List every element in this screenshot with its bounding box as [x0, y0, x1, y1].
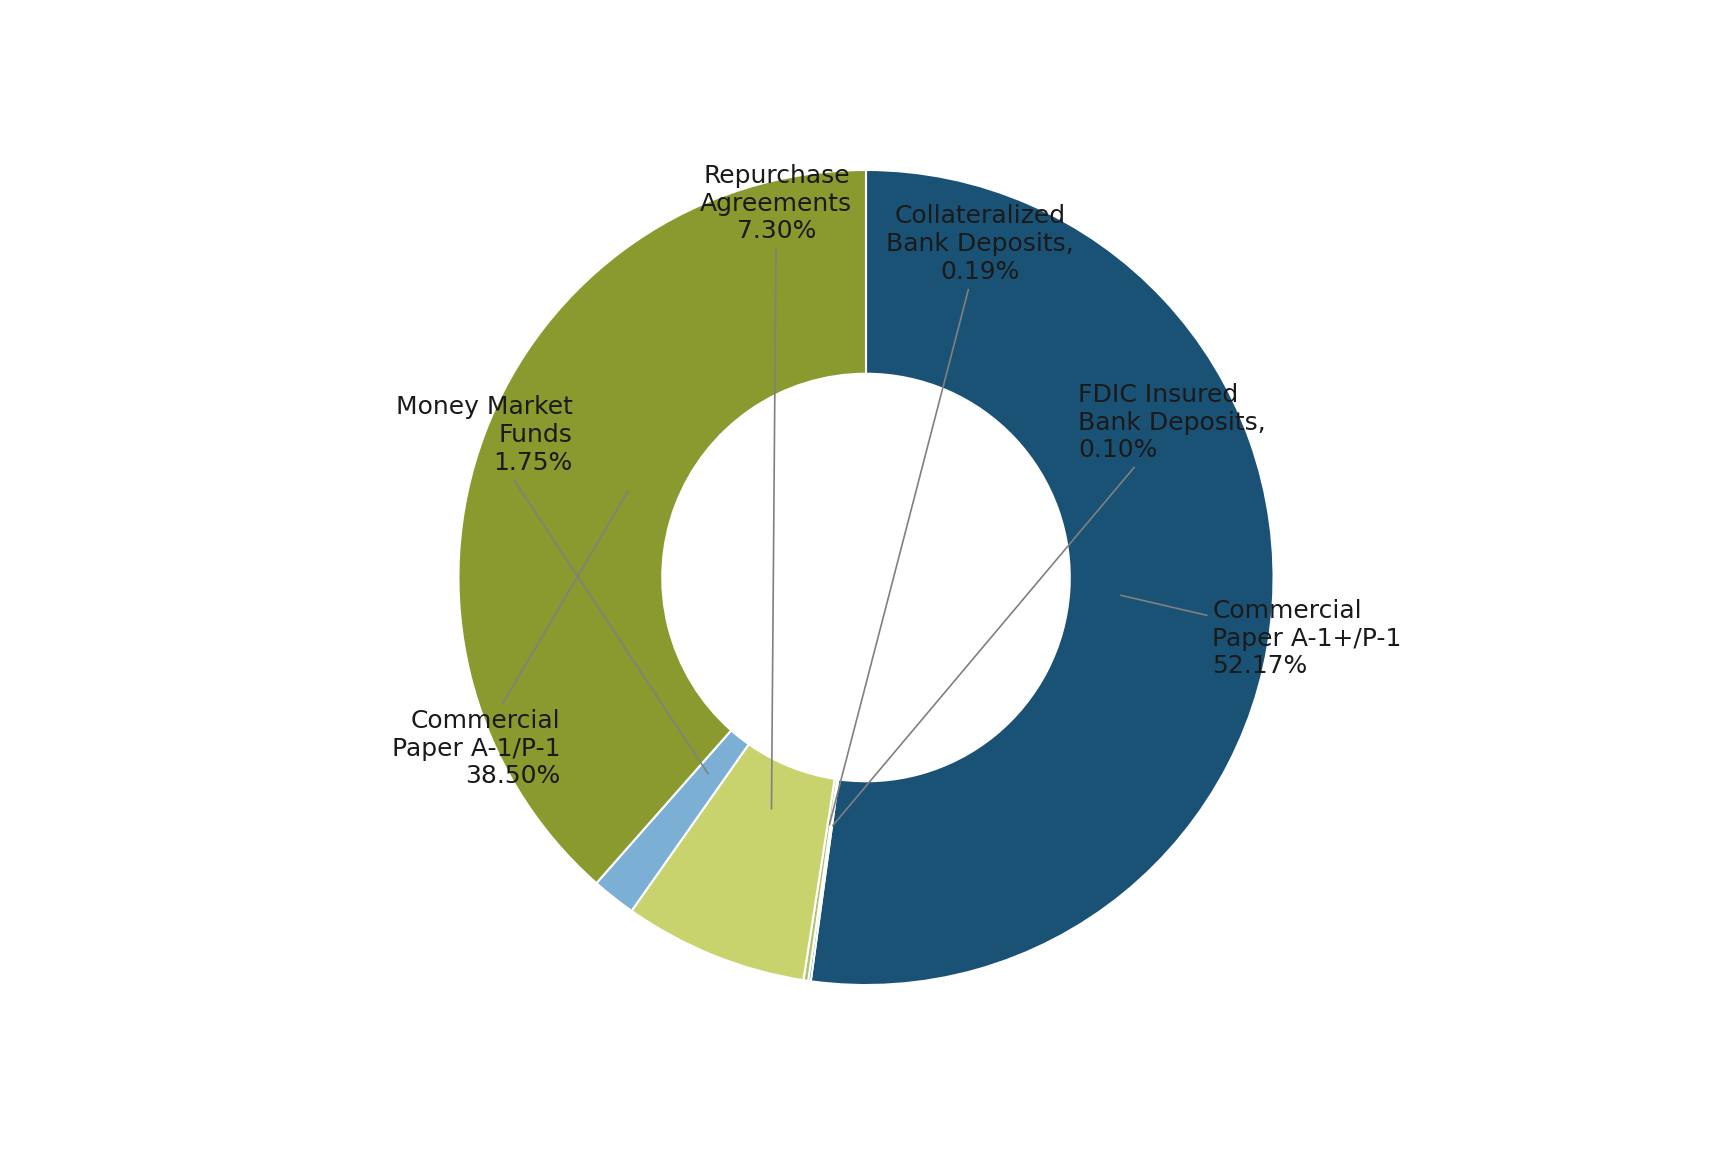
Wedge shape — [596, 730, 748, 911]
Wedge shape — [811, 170, 1273, 985]
Text: Money Market
Funds
1.75%: Money Market Funds 1.75% — [395, 395, 708, 774]
Text: Commercial
Paper A-1+/P-1
52.17%: Commercial Paper A-1+/P-1 52.17% — [1121, 595, 1401, 678]
Wedge shape — [632, 744, 835, 981]
Text: Commercial
Paper A-1/P-1
38.50%: Commercial Paper A-1/P-1 38.50% — [391, 491, 629, 789]
Wedge shape — [809, 780, 838, 982]
Text: Repurchase
Agreements
7.30%: Repurchase Agreements 7.30% — [700, 164, 852, 808]
Wedge shape — [804, 778, 837, 981]
Text: Collateralized
Bank Deposits,
0.19%: Collateralized Bank Deposits, 0.19% — [830, 204, 1074, 825]
Text: FDIC Insured
Bank Deposits,
0.10%: FDIC Insured Bank Deposits, 0.10% — [833, 382, 1266, 826]
Wedge shape — [459, 170, 866, 884]
